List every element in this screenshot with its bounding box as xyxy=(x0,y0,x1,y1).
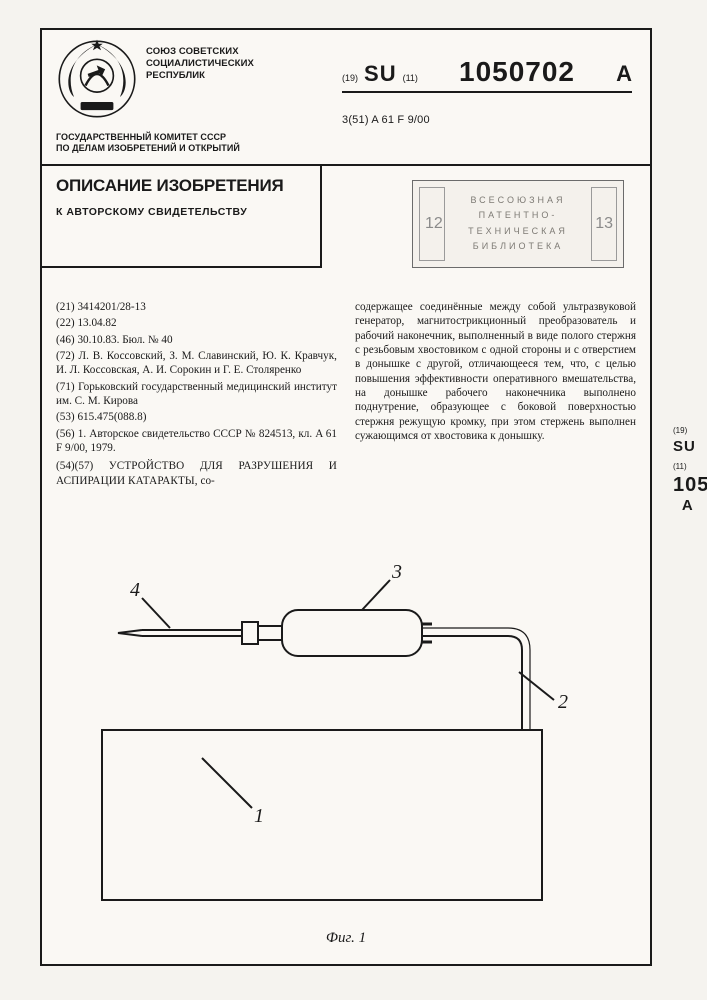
side-number: 1050702 xyxy=(673,474,707,496)
stamp-line: БИБЛИОТЕКА xyxy=(453,239,583,254)
field-code-54-57: (54)(57) xyxy=(56,460,93,472)
union-line: РЕСПУБЛИК xyxy=(146,70,254,82)
callout-1: 1 xyxy=(254,805,264,827)
field-code: 46 xyxy=(56,334,77,346)
claim-start: со- xyxy=(200,475,214,487)
stamp-num-right: 13 xyxy=(595,215,613,233)
claim-text: содержащее соединённые между собой ультр… xyxy=(355,301,636,442)
field-19: (19) xyxy=(342,73,358,83)
committee-line: ПО ДЕЛАМ ИЗОБРЕТЕНИЙ И ОТКРЫТИЙ xyxy=(56,143,240,154)
title-block: ОПИСАНИЕ ИЗОБРЕТЕНИЯ К АВТОРСКОМУ СВИДЕТ… xyxy=(42,164,322,268)
union-name: СОЮЗ СОВЕТСКИХ СОЦИАЛИСТИЧЕСКИХ РЕСПУБЛИ… xyxy=(146,46,254,82)
right-column: содержащее соединённые между собой ультр… xyxy=(355,300,636,490)
side-kind: A xyxy=(682,497,693,514)
side-cc: SU xyxy=(673,438,696,455)
publication-number: (19) SU (11) 1050702 A xyxy=(342,56,632,93)
field-value: 1. Авторское свидетельство СССР № 824513… xyxy=(56,428,337,454)
union-line: СОЦИАЛИСТИЧЕСКИХ xyxy=(146,58,254,70)
field-code: 56 xyxy=(56,428,78,440)
library-stamp: 12 13 ВСЕСОЮЗНАЯ ПАТЕНТНО- ТЕХНИЧЕСКАЯ Б… xyxy=(412,180,624,268)
field-code: 53 xyxy=(56,411,77,423)
side-publication-number: (19) SU (11) 1050702 A xyxy=(673,420,703,780)
figure-label: Фиг. 1 xyxy=(42,930,650,947)
field-11: (11) xyxy=(403,73,418,83)
callout-2: 2 xyxy=(558,691,568,713)
doc-title: ОПИСАНИЕ ИЗОБРЕТЕНИЯ xyxy=(56,176,308,196)
header: СОЮЗ СОВЕТСКИХ СОЦИАЛИСТИЧЕСКИХ РЕСПУБЛИ… xyxy=(42,30,650,166)
side-11: (11) xyxy=(673,462,687,471)
field-value: Л. В. Коссовский, З. М. Славинский, Ю. К… xyxy=(56,350,337,376)
bibliographic-data: 213414201/28-13 2213.04.82 4630.10.83. Б… xyxy=(56,300,636,490)
field-code: 21 xyxy=(56,301,77,313)
field-value: 30.10.83. Бюл. № 40 xyxy=(77,334,172,346)
field-value: 13.04.82 xyxy=(77,317,116,329)
ipc-classification: 3(51) A 61 F 9/00 xyxy=(342,114,430,126)
committee-name: ГОСУДАРСТВЕННЫЙ КОМИТЕТ СССР ПО ДЕЛАМ ИЗ… xyxy=(56,132,240,155)
callout-3: 3 xyxy=(391,561,402,583)
side-19: (19) xyxy=(673,426,687,435)
page-frame: СОЮЗ СОВЕТСКИХ СОЦИАЛИСТИЧЕСКИХ РЕСПУБЛИ… xyxy=(40,28,652,966)
country-code: SU xyxy=(364,61,397,87)
field-value: 3414201/28-13 xyxy=(77,301,145,313)
stamp-line: ПАТЕНТНО- xyxy=(453,208,583,223)
kind-code: A xyxy=(616,61,632,87)
callout-4: 4 xyxy=(130,579,140,601)
field-value: Горьковский государственный медицинский … xyxy=(56,381,337,407)
committee-line: ГОСУДАРСТВЕННЫЙ КОМИТЕТ СССР xyxy=(56,132,240,143)
stamp-line: ТЕХНИЧЕСКАЯ xyxy=(453,224,583,239)
left-column: 213414201/28-13 2213.04.82 4630.10.83. Б… xyxy=(56,300,337,490)
doc-number: 1050702 xyxy=(424,56,610,88)
stamp-line: ВСЕСОЮЗНАЯ xyxy=(453,193,583,208)
ussr-emblem-icon xyxy=(56,38,138,120)
field-value: 615.475(088.8) xyxy=(77,411,146,423)
claim-title: УСТРОЙСТВО ДЛЯ РАЗРУШЕНИЯ И АСПИРАЦИИ КА… xyxy=(56,460,337,486)
stamp-num-left: 12 xyxy=(425,215,443,233)
field-code: 72 xyxy=(56,350,78,362)
doc-subtitle: К АВТОРСКОМУ СВИДЕТЕЛЬСТВУ xyxy=(56,206,308,218)
field-code: 71 xyxy=(56,381,78,393)
field-code: 22 xyxy=(56,317,77,329)
figure-1: 1 2 3 4 xyxy=(82,560,602,920)
union-line: СОЮЗ СОВЕТСКИХ xyxy=(146,46,254,58)
